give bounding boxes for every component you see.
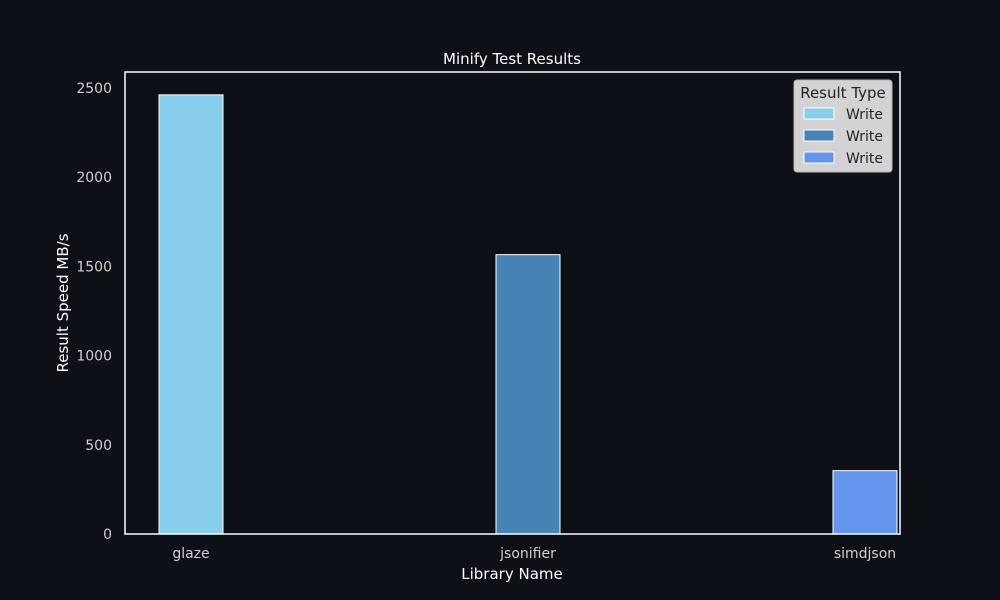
x-tick-label: jsonifier xyxy=(499,546,556,562)
bar-jsonifier xyxy=(495,254,561,535)
x-tick-label: simdjson xyxy=(834,546,896,562)
bar-simdjson xyxy=(832,470,898,535)
legend-label: Write xyxy=(846,107,883,123)
legend-swatch xyxy=(803,107,835,120)
y-tick-label: 1000 xyxy=(76,349,112,365)
legend: Result Type Write Write Write xyxy=(793,79,893,173)
y-tick-label: 500 xyxy=(85,438,112,454)
y-tick-label: 0 xyxy=(103,527,112,543)
bars-group xyxy=(158,94,898,535)
legend-title: Result Type xyxy=(800,84,886,102)
legend-label: Write xyxy=(846,151,883,167)
x-tick-label: glaze xyxy=(172,546,209,562)
y-axis-ticks: 0 500 1000 1500 2000 2500 xyxy=(76,81,112,543)
legend-swatch xyxy=(803,129,835,142)
x-axis-ticks: glaze jsonifier simdjson xyxy=(172,546,896,562)
bar-glaze xyxy=(158,94,224,535)
legend-label: Write xyxy=(846,129,883,145)
y-axis-label: Result Speed MB/s xyxy=(54,233,72,372)
legend-box xyxy=(793,79,893,173)
y-tick-label: 1500 xyxy=(76,259,112,275)
plot-frame xyxy=(124,71,901,535)
legend-items: Write Write Write xyxy=(803,107,883,167)
y-tick-label: 2000 xyxy=(76,170,112,186)
y-tick-label: 2500 xyxy=(76,81,112,97)
chart-title: Minify Test Results xyxy=(443,50,581,68)
legend-swatch xyxy=(803,151,835,164)
x-axis-label: Library Name xyxy=(461,565,562,583)
